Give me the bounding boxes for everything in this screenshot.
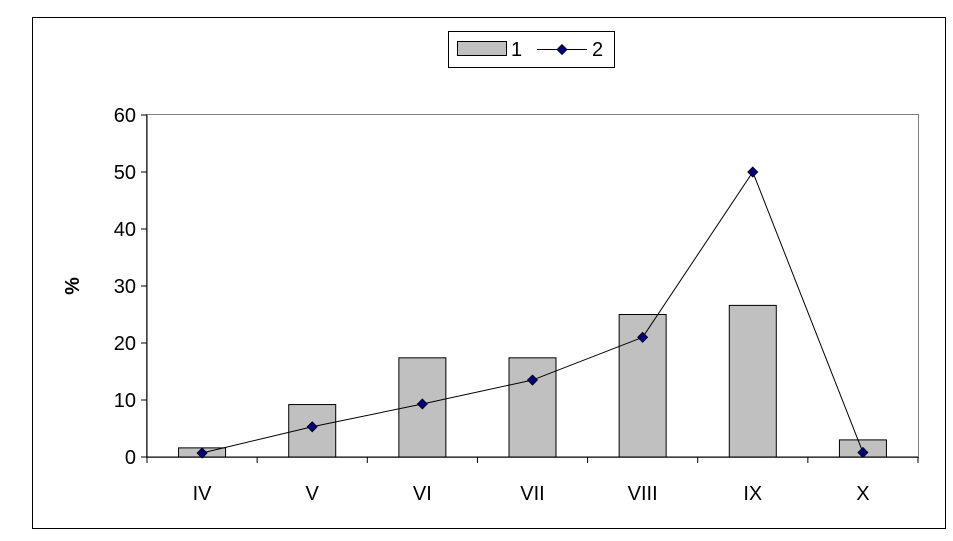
line-point-series-2	[526, 374, 539, 386]
y-tick-label: 10	[114, 390, 136, 412]
bar-series-1	[508, 357, 557, 458]
x-tick-label: V	[306, 483, 320, 505]
line-point-series-2	[416, 398, 428, 410]
line-point-series-2	[196, 447, 208, 459]
x-tick-label: IV	[193, 483, 213, 505]
axes-layer	[141, 114, 919, 463]
line-point-series-2	[306, 421, 318, 433]
y-tick-label: 60	[114, 105, 136, 127]
y-tick-label: 30	[114, 276, 136, 298]
y-tick-label: 40	[114, 219, 136, 241]
x-tick-label: VII	[520, 483, 544, 505]
x-tick-label: IX	[743, 483, 762, 505]
y-tick-label: 20	[114, 333, 136, 355]
line-point-series-2	[637, 331, 649, 343]
y-tick-label: 0	[125, 447, 136, 469]
x-tick-label: X	[856, 483, 869, 505]
bar-series-1	[728, 304, 777, 458]
legend-label-series-1: 1	[511, 39, 522, 61]
line-layer	[196, 166, 869, 459]
y-axis-label: %	[62, 277, 84, 295]
legend-bar-swatch	[457, 41, 507, 56]
x-tick-label: VIII	[628, 483, 658, 505]
labels-layer: 0 10 20 30 40 50 60 IV V VI VII VIII IX X	[114, 105, 870, 505]
line-point-series-2	[747, 166, 759, 178]
x-tick-label: VI	[413, 483, 432, 505]
line-point-series-2	[857, 446, 869, 459]
y-tick-label: 50	[114, 162, 136, 184]
legend-label-series-2: 2	[592, 39, 603, 61]
legend-diamond-marker	[556, 43, 568, 56]
legend: 1 2	[448, 31, 615, 68]
